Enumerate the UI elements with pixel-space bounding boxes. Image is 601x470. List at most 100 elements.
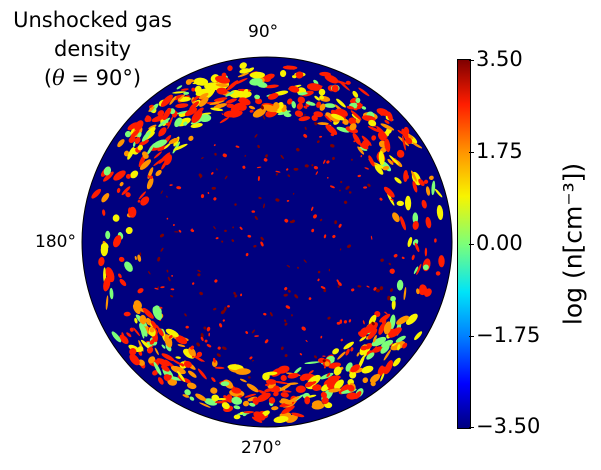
- density-clump: [238, 97, 251, 106]
- density-clump: [299, 353, 303, 356]
- density-clump: [159, 306, 163, 309]
- density-clump: [287, 382, 299, 385]
- density-clump: [237, 72, 249, 78]
- density-clump: [149, 339, 155, 345]
- density-clump: [378, 322, 386, 335]
- density-clump: [125, 226, 133, 235]
- density-clump: [219, 323, 223, 328]
- density-clump: [414, 242, 420, 253]
- density-clump: [178, 229, 182, 233]
- density-clump: [247, 376, 251, 379]
- title-line-1: Unshocked gas: [13, 8, 172, 32]
- density-clump: [371, 321, 375, 326]
- density-clump: [389, 288, 394, 292]
- density-clump: [314, 355, 317, 359]
- density-clump: [379, 110, 385, 116]
- density-clump: [134, 256, 137, 260]
- density-clump: [153, 151, 162, 159]
- density-clump: [349, 123, 357, 131]
- density-clump: [436, 205, 444, 220]
- density-clump: [371, 135, 377, 141]
- density-clump: [172, 224, 175, 226]
- density-clump: [266, 379, 277, 385]
- density-clump: [149, 327, 155, 333]
- density-clump: [335, 108, 348, 116]
- density-clump: [320, 391, 327, 399]
- density-clump: [324, 114, 332, 123]
- density-clump: [227, 305, 230, 308]
- density-clump: [133, 300, 142, 310]
- density-clump: [326, 372, 331, 378]
- density-clump: [305, 101, 316, 106]
- density-clump: [324, 74, 339, 84]
- density-clump: [199, 402, 211, 408]
- density-clump: [186, 382, 197, 390]
- density-clump: [295, 71, 304, 79]
- density-clump: [303, 114, 307, 116]
- density-clump: [329, 185, 335, 189]
- density-clump: [185, 325, 189, 329]
- density-clump: [188, 347, 196, 357]
- density-clump: [412, 142, 423, 149]
- density-clump: [161, 365, 170, 372]
- density-clump: [413, 266, 419, 275]
- density-clump: [213, 144, 216, 147]
- density-clump: [396, 315, 410, 325]
- density-clump: [303, 133, 308, 138]
- density-clump: [174, 117, 183, 128]
- density-clump: [368, 155, 375, 167]
- density-clump: [390, 295, 396, 302]
- colorbar-tickmark: [469, 244, 474, 245]
- density-clump: [245, 331, 249, 334]
- density-clump: [429, 175, 434, 181]
- density-clump: [180, 88, 189, 91]
- density-clump: [384, 119, 390, 124]
- density-clump: [258, 196, 262, 200]
- density-clump: [265, 154, 268, 158]
- density-clump: [199, 114, 212, 123]
- density-clump: [277, 110, 291, 116]
- density-clump: [315, 171, 318, 175]
- density-clump: [162, 107, 171, 121]
- density-clump: [388, 327, 402, 338]
- density-clump: [216, 168, 218, 171]
- density-clump: [227, 65, 233, 72]
- density-clump: [220, 310, 226, 315]
- density-clump: [330, 113, 345, 121]
- density-clump: [424, 247, 428, 257]
- density-clump: [412, 220, 419, 230]
- density-clump: [287, 373, 300, 379]
- density-clump: [332, 234, 336, 239]
- density-clump: [382, 165, 390, 171]
- density-clump: [180, 363, 185, 367]
- density-clump: [357, 146, 365, 155]
- density-clump: [367, 125, 382, 133]
- density-clump: [263, 158, 268, 162]
- density-clump: [402, 135, 406, 151]
- density-clump: [200, 333, 204, 338]
- density-clump: [221, 396, 233, 402]
- density-clump: [388, 262, 392, 266]
- density-clump: [294, 294, 299, 299]
- density-clump: [281, 390, 292, 393]
- density-clump: [103, 171, 114, 182]
- density-clump: [383, 321, 392, 335]
- density-clump: [166, 269, 169, 273]
- density-clump: [370, 235, 373, 240]
- density-clump: [197, 273, 201, 277]
- density-clump: [304, 126, 307, 131]
- colorbar-label: log (n[cm⁻³]): [558, 162, 588, 326]
- density-clump: [109, 287, 114, 300]
- density-clump: [275, 170, 281, 173]
- density-clump: [271, 406, 279, 411]
- density-clump: [269, 311, 273, 317]
- density-clump: [412, 212, 419, 224]
- density-clump: [262, 73, 275, 81]
- density-clump: [395, 335, 406, 343]
- density-clump: [317, 122, 329, 126]
- density-clump: [319, 71, 331, 77]
- density-clump: [292, 192, 295, 195]
- density-clump: [297, 266, 299, 269]
- density-clump: [141, 130, 151, 142]
- density-clump: [391, 342, 397, 347]
